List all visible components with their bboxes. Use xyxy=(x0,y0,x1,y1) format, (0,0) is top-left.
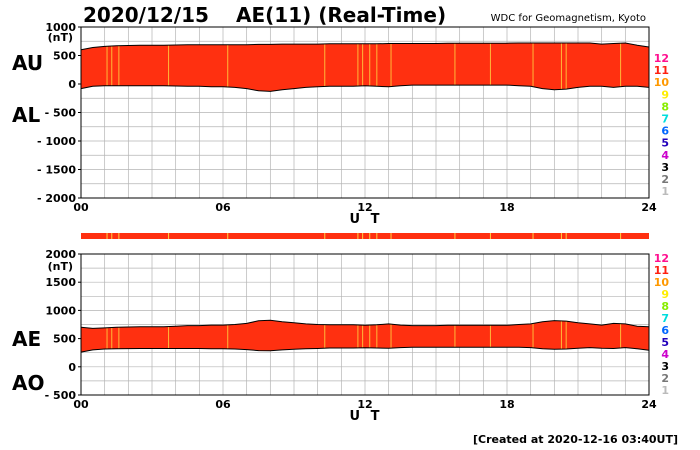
x-tick-label: 18 xyxy=(499,398,514,411)
y-tick-label: 1000 xyxy=(45,304,76,317)
series-line-ao xyxy=(80,346,650,353)
ae-ao-frame xyxy=(80,253,650,396)
created-timestamp: [Created at 2020-12-16 03:40UT] xyxy=(473,433,678,446)
legend-level: 5 xyxy=(661,137,669,150)
legend-level: 7 xyxy=(661,113,669,126)
legend-level: 4 xyxy=(661,348,669,361)
y-tick-label: 1500 xyxy=(45,276,76,289)
au-al-x-ticks: 00 06 12 18 24 xyxy=(73,201,657,214)
legend-level: 9 xyxy=(661,288,669,301)
ae-ao-unit-label: (nT) xyxy=(48,260,73,273)
y-tick-label: - 1000 xyxy=(37,135,76,148)
series-line-au xyxy=(80,42,650,51)
legend-level: 3 xyxy=(661,360,669,373)
legend-level: 12 xyxy=(654,52,669,65)
legend-level: 11 xyxy=(654,64,669,77)
legend-level: 5 xyxy=(661,336,669,349)
x-tick-label: 12 xyxy=(357,201,372,214)
ae-ao-plot xyxy=(80,319,650,353)
x-tick-label: 00 xyxy=(73,398,89,411)
y-tick-label: 0 xyxy=(68,361,76,374)
au-al-plot xyxy=(80,42,650,92)
au-al-y-ticks: 1000 500 0 - 500 - 1000 - 1500 - 2000 xyxy=(37,21,81,205)
x-tick-label: 24 xyxy=(641,201,657,214)
legend-level: 2 xyxy=(661,173,669,186)
legend-level: 10 xyxy=(654,276,670,289)
ae-label: AE xyxy=(12,327,41,351)
y-tick-label: - 2000 xyxy=(37,192,76,205)
y-tick-label: - 500 xyxy=(45,389,77,402)
legend-level: 12 xyxy=(654,252,669,265)
ae-ao-x-label: U T xyxy=(350,409,383,424)
legend-level: 11 xyxy=(654,264,669,277)
y-tick-label: 500 xyxy=(53,333,76,346)
legend-level: 6 xyxy=(661,125,669,138)
legend-level: 1 xyxy=(661,185,669,198)
au-al-unit-label: (nT) xyxy=(48,31,73,44)
x-tick-label: 18 xyxy=(499,201,514,214)
au-al-x-label: U T xyxy=(350,212,383,227)
data-flag-highlights xyxy=(106,233,622,239)
ae-ao-x-ticks: 00 06 12 18 24 xyxy=(73,398,657,411)
date-title: 2020/12/15 xyxy=(83,3,209,27)
legend-level: 9 xyxy=(661,88,669,101)
range-area xyxy=(81,43,649,92)
x-tick-label: 06 xyxy=(215,398,231,411)
legend-level: 8 xyxy=(661,300,669,313)
y-tick-label: 2000 xyxy=(45,248,76,261)
ae-ao-y-ticks: 2000 1500 1000 500 0 - 500 xyxy=(45,248,81,402)
legend-level: 8 xyxy=(661,100,669,113)
legend-level: 6 xyxy=(661,324,669,337)
ao-label: AO xyxy=(12,371,44,395)
range-area xyxy=(81,320,649,353)
data-flag-bar xyxy=(81,233,649,239)
legend-level: 2 xyxy=(661,372,669,385)
x-tick-label: 00 xyxy=(73,201,89,214)
x-tick-label: 24 xyxy=(641,398,657,411)
source-label: WDC for Geomagnetism, Kyoto xyxy=(491,13,646,24)
au-label: AU xyxy=(12,51,43,75)
y-tick-label: - 500 xyxy=(45,107,77,120)
legend-level: 7 xyxy=(661,312,669,325)
al-label: AL xyxy=(12,103,40,127)
x-tick-label: 06 xyxy=(215,201,231,214)
series-line-ae xyxy=(80,319,650,329)
x-tick-label: 12 xyxy=(357,398,372,411)
legend-level: 1 xyxy=(661,384,669,397)
legend-level: 10 xyxy=(654,76,670,89)
y-tick-label: - 1500 xyxy=(37,164,76,177)
y-tick-label: 1000 xyxy=(45,21,76,34)
legend-level: 4 xyxy=(661,149,669,162)
chart-title: AE(11) (Real-Time) xyxy=(236,3,446,27)
y-tick-label: 0 xyxy=(68,78,76,91)
y-tick-label: 500 xyxy=(53,50,76,63)
series-line-al xyxy=(80,84,650,92)
legend-level: 3 xyxy=(661,161,669,174)
